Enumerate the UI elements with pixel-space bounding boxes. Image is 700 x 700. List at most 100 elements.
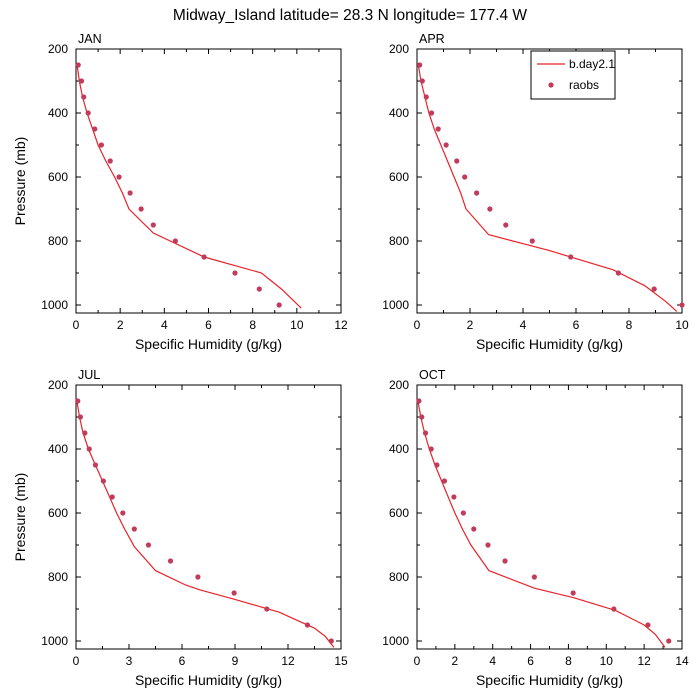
y-tick-label: 1000 (41, 298, 68, 312)
y-tick-label: 200 (389, 378, 409, 392)
y-tick-label: 600 (389, 170, 409, 184)
raobs-point (231, 590, 237, 596)
x-tick-label: 0 (414, 654, 421, 668)
raobs-point (502, 558, 508, 564)
raobs-point (120, 510, 126, 516)
raobs-point (443, 142, 449, 148)
raobs-point (423, 94, 429, 100)
x-tick-label: 10 (290, 318, 304, 332)
raobs-point (615, 270, 622, 276)
x-tick-label: 10 (600, 654, 614, 668)
raobs-point (451, 494, 457, 500)
raobs-point (666, 638, 672, 644)
raobs-point (167, 558, 174, 564)
x-tick-label: 8 (249, 318, 256, 332)
y-tick-label: 200 (389, 42, 409, 56)
raobs-point (419, 78, 425, 84)
x-tick-label: 8 (565, 654, 572, 668)
raobs-point (328, 638, 334, 644)
y-axis-label: Pressure (mb) (12, 473, 28, 562)
raobs-point (645, 622, 651, 628)
y-tick-label: 800 (389, 234, 409, 248)
x-tick-label: 2 (467, 318, 474, 332)
raobs-point (127, 190, 133, 196)
raobs-point (195, 574, 201, 580)
y-tick-label: 800 (389, 570, 409, 584)
raobs-point (304, 622, 311, 628)
x-tick-label: 12 (637, 654, 651, 668)
raobs-point (81, 94, 87, 100)
x-tick-label: 6 (179, 654, 186, 668)
legend-box (530, 50, 616, 100)
raobs-point (441, 478, 448, 484)
raobs-point (77, 414, 84, 420)
y-tick-label: 1000 (41, 634, 68, 648)
y-tick-label: 1000 (382, 634, 409, 648)
y-tick-label: 200 (48, 42, 68, 56)
raobs-point (107, 158, 113, 164)
x-axis-label: Specific Humidity (g/kg) (135, 336, 282, 352)
raobs-point (422, 430, 429, 436)
series-line-b.day2.1 (417, 400, 666, 648)
raobs-point (428, 446, 434, 452)
x-tick-label: 9 (232, 654, 239, 668)
raobs-point (471, 526, 477, 532)
legend-dot-swatch (548, 82, 554, 88)
x-tick-label: 10 (675, 318, 689, 332)
y-tick-label: 800 (48, 570, 68, 584)
x-tick-label: 4 (520, 318, 527, 332)
raobs-point (109, 494, 115, 500)
raobs-point (570, 590, 576, 596)
x-tick-label: 0 (73, 318, 80, 332)
raobs-point (100, 478, 106, 484)
panel-title: OCT (419, 368, 446, 382)
raobs-point (145, 542, 152, 548)
y-tick-label: 400 (389, 442, 409, 456)
raobs-point (417, 62, 423, 68)
x-tick-label: 2 (117, 318, 124, 332)
x-tick-label: 6 (205, 318, 212, 332)
raobs-point (150, 222, 156, 228)
raobs-point (172, 238, 178, 244)
x-axis-label: Specific Humidity (g/kg) (476, 336, 623, 352)
raobs-point (82, 430, 88, 436)
raobs-point (98, 142, 104, 148)
raobs-point (85, 110, 91, 116)
y-tick-label: 600 (48, 506, 68, 520)
raobs-point (92, 126, 98, 132)
raobs-point (531, 574, 537, 580)
x-tick-label: 0 (73, 654, 80, 668)
series-line-b.day2.1 (76, 400, 335, 648)
raobs-point (256, 286, 262, 292)
x-tick-label: 3 (126, 654, 133, 668)
y-tick-label: 400 (389, 106, 409, 120)
raobs-point (460, 510, 466, 516)
raobs-point (487, 206, 493, 212)
series-line-b.day2.1 (76, 64, 302, 309)
raobs-point (75, 398, 81, 404)
raobs-point (611, 606, 617, 612)
panel-title: JUL (78, 368, 100, 382)
raobs-point (78, 78, 85, 84)
raobs-point (276, 302, 282, 308)
raobs-point (419, 414, 425, 420)
x-axis-label: Specific Humidity (g/kg) (476, 672, 623, 688)
y-axis-label: Pressure (mb) (12, 137, 28, 226)
raobs-point (474, 190, 480, 196)
legend-model-label: b.day2.1 (569, 57, 615, 71)
raobs-point (568, 254, 574, 260)
raobs-point (232, 270, 238, 276)
y-tick-label: 1000 (382, 298, 409, 312)
raobs-point (462, 174, 468, 180)
y-tick-label: 600 (389, 506, 409, 520)
raobs-point (434, 462, 440, 468)
figure-title: Midway_Island latitude= 28.3 N longitude… (173, 7, 528, 24)
raobs-point (428, 110, 435, 116)
raobs-point (86, 446, 92, 452)
panel-jul: 0 3 6 9 12 15 200 400 600 800 1000 JUL Specific Humi… (12, 368, 348, 688)
x-tick-label: 4 (489, 654, 496, 668)
y-tick-label: 400 (48, 106, 68, 120)
panel-jan: 0 2 4 6 8 10 12 200 400 600 800 1000 JAN Specific Hum… (12, 32, 348, 352)
raobs-point (201, 254, 207, 260)
raobs-point (92, 462, 99, 468)
